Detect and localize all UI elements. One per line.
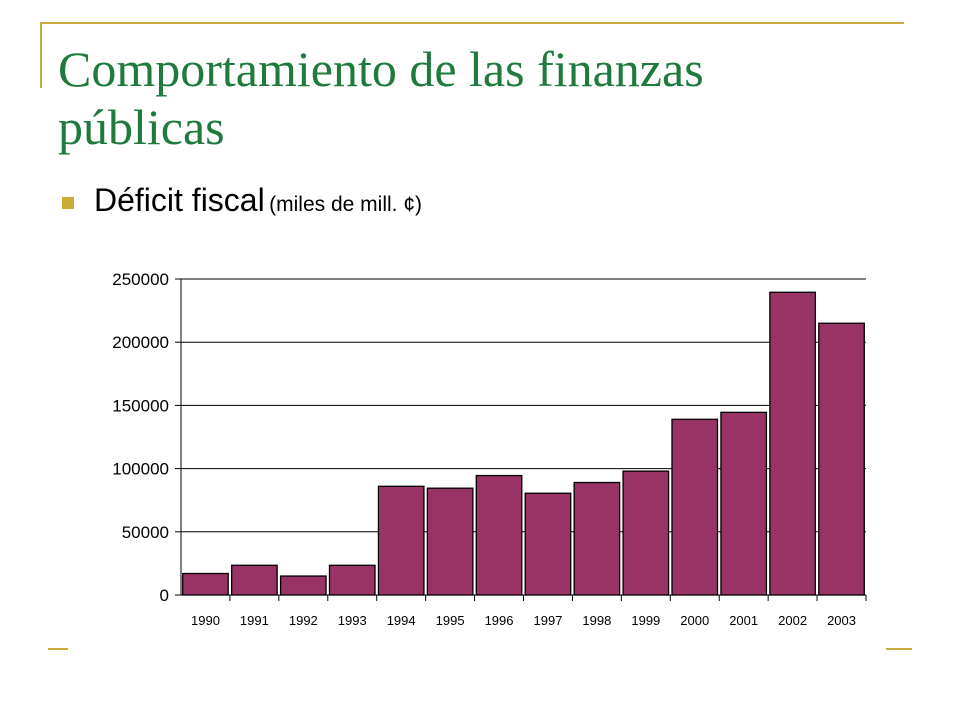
axes xyxy=(180,279,866,596)
bullet-item: Déficit fiscal (miles de mill. ¢) xyxy=(94,182,422,219)
bar-1999 xyxy=(622,470,670,596)
bar-1990 xyxy=(182,572,229,596)
x-tick-label: 1996 xyxy=(485,613,514,628)
x-tick-label: 2002 xyxy=(778,613,807,628)
left-rule xyxy=(40,22,42,88)
bar-1996 xyxy=(475,474,523,596)
x-tick-label: 1999 xyxy=(631,613,660,628)
x-tick-label: 1994 xyxy=(387,613,416,628)
x-tick-label: 1991 xyxy=(240,613,269,628)
bottom-right-mark xyxy=(886,648,912,650)
y-tick-label: 150000 xyxy=(112,396,169,415)
x-tick-label: 1990 xyxy=(191,613,220,628)
y-tick-label: 250000 xyxy=(112,270,169,289)
bar-2002 xyxy=(769,291,817,596)
x-tick-label: 1995 xyxy=(436,613,465,628)
x-tick-label: 2003 xyxy=(827,613,856,628)
bar-1995 xyxy=(426,487,474,596)
slide-title: Comportamiento de las finanzas públicas xyxy=(58,41,704,155)
bar-1997 xyxy=(524,492,572,596)
bars xyxy=(182,291,865,596)
bar-1993 xyxy=(328,564,376,596)
y-tick-label: 0 xyxy=(160,586,169,605)
bar-1992 xyxy=(279,575,327,596)
bottom-left-mark xyxy=(48,648,68,650)
bar-2000 xyxy=(671,418,719,596)
bar-1998 xyxy=(573,481,621,596)
x-tick-label: 1992 xyxy=(289,613,318,628)
y-tick-label: 100000 xyxy=(112,460,169,479)
x-tick-label: 1998 xyxy=(582,613,611,628)
y-tick-labels: 0 50000 100000 150000 200000 250000 xyxy=(112,270,169,605)
y-tick-label: 50000 xyxy=(122,523,169,542)
x-tick-label: 1997 xyxy=(534,613,563,628)
bullet-unit: (miles de mill. ¢) xyxy=(269,193,423,216)
x-tick-label: 1993 xyxy=(338,613,367,628)
top-rule xyxy=(40,22,904,24)
bullet-text: Déficit fiscal xyxy=(94,182,265,218)
x-tick-label: 2001 xyxy=(729,613,758,628)
bar-2003 xyxy=(818,322,865,596)
bullet-square-icon xyxy=(62,197,74,209)
bar-1994 xyxy=(377,485,425,596)
y-tick-label: 200000 xyxy=(112,333,169,352)
bar-2001 xyxy=(720,411,768,596)
x-tick-labels: 1990 1991 1992 1993 1994 1995 1996 1997 1998 1999… xyxy=(191,613,856,628)
bar-1991 xyxy=(230,564,278,596)
x-tick-label: 2000 xyxy=(680,613,709,628)
